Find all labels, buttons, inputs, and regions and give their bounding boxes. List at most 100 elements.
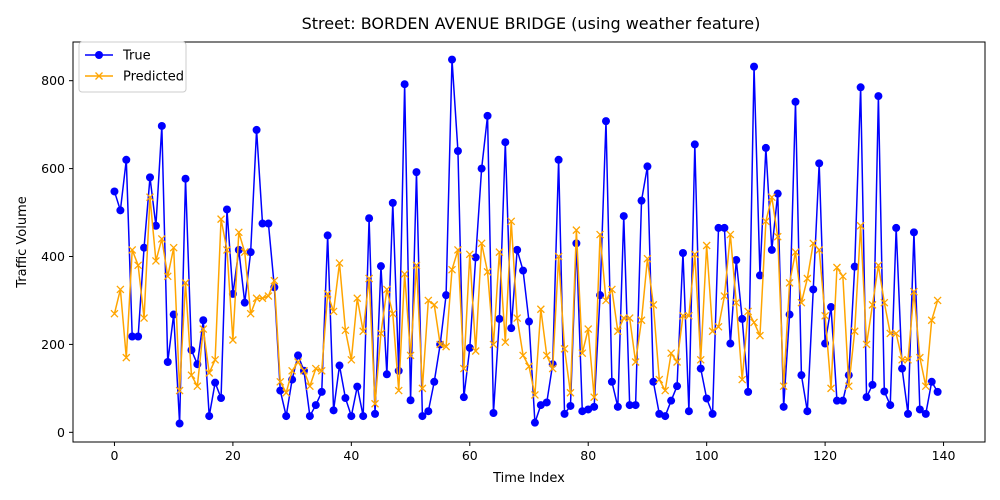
data-point-predicted bbox=[791, 248, 800, 257]
data-point-predicted bbox=[394, 386, 403, 395]
data-point-true bbox=[400, 80, 409, 89]
data-point-true bbox=[809, 285, 818, 294]
data-point-predicted bbox=[412, 261, 421, 270]
data-point-predicted bbox=[536, 305, 545, 314]
data-point-true bbox=[465, 343, 474, 352]
data-point-predicted bbox=[353, 294, 362, 303]
data-point-predicted bbox=[305, 382, 314, 391]
data-point-predicted bbox=[655, 375, 664, 384]
data-point-true bbox=[145, 173, 154, 182]
data-point-true bbox=[661, 412, 670, 421]
data-point-true bbox=[726, 339, 735, 348]
data-point-true bbox=[921, 409, 930, 418]
data-point-predicted bbox=[400, 270, 409, 279]
data-point-true bbox=[276, 386, 285, 395]
data-point-true bbox=[643, 162, 652, 171]
data-point-true bbox=[128, 332, 137, 341]
legend-label-true: True bbox=[122, 49, 151, 64]
data-point-true bbox=[755, 271, 764, 280]
data-point-predicted bbox=[661, 386, 670, 395]
data-point-true bbox=[388, 198, 397, 207]
data-point-true bbox=[483, 111, 492, 120]
x-tick-label: 40 bbox=[343, 448, 359, 463]
data-point-true bbox=[211, 378, 220, 387]
data-point-predicted bbox=[300, 366, 308, 375]
x-tick-label: 120 bbox=[813, 448, 837, 463]
data-point-true bbox=[815, 159, 824, 168]
data-point-true bbox=[767, 245, 776, 254]
data-point-true bbox=[702, 394, 711, 403]
data-point-predicted bbox=[424, 296, 433, 305]
data-point-predicted bbox=[193, 382, 202, 391]
data-point-predicted bbox=[519, 351, 528, 360]
x-tick-label: 0 bbox=[110, 448, 118, 463]
data-point-predicted bbox=[217, 215, 226, 224]
data-point-predicted bbox=[525, 362, 533, 371]
data-point-true bbox=[122, 155, 131, 164]
data-point-predicted bbox=[371, 399, 379, 408]
data-point-predicted bbox=[501, 338, 510, 347]
data-point-predicted bbox=[489, 340, 498, 349]
data-point-true bbox=[110, 187, 119, 196]
data-point-predicted bbox=[779, 382, 788, 391]
series-line-predicted bbox=[113, 196, 939, 405]
data-point-predicted bbox=[252, 294, 261, 303]
data-point-true bbox=[696, 364, 705, 373]
data-point-predicted bbox=[756, 331, 764, 340]
data-point-predicted bbox=[773, 232, 782, 241]
data-point-true bbox=[785, 310, 794, 319]
data-point-predicted bbox=[584, 325, 593, 333]
data-point-predicted bbox=[590, 393, 599, 402]
data-point-predicted bbox=[276, 377, 285, 386]
data-point-predicted bbox=[933, 296, 942, 305]
data-point-predicted bbox=[921, 382, 930, 391]
data-point-true bbox=[720, 223, 729, 232]
data-point-true bbox=[625, 401, 634, 410]
data-point-true bbox=[678, 248, 687, 257]
data-point-true bbox=[294, 351, 303, 360]
data-point-true bbox=[827, 303, 836, 312]
data-point-predicted bbox=[809, 239, 818, 248]
data-point-true bbox=[323, 231, 332, 240]
x-tick-label: 100 bbox=[695, 448, 719, 463]
data-point-predicted bbox=[862, 340, 871, 349]
data-point-true bbox=[862, 393, 871, 402]
data-point-predicted bbox=[465, 250, 474, 259]
axes-frame bbox=[72, 41, 986, 443]
data-point-predicted bbox=[738, 375, 747, 384]
data-point-predicted bbox=[542, 351, 551, 360]
data-point-true bbox=[530, 418, 539, 427]
data-point-true bbox=[234, 245, 243, 254]
data-point-predicted bbox=[122, 353, 131, 362]
y-tick-label: 200 bbox=[41, 337, 65, 352]
data-point-predicted bbox=[838, 272, 847, 281]
data-point-predicted bbox=[513, 314, 522, 323]
data-point-predicted bbox=[246, 309, 255, 318]
data-point-predicted bbox=[927, 316, 936, 325]
data-point-predicted bbox=[874, 261, 883, 270]
series-line-true bbox=[113, 58, 939, 425]
data-point-true bbox=[856, 83, 865, 92]
data-point-predicted bbox=[376, 329, 385, 338]
axis-ticks: 0 20 40 60 80 100 120 140 0 200 400 600 800 bbox=[41, 73, 955, 463]
data-point-predicted bbox=[767, 193, 776, 202]
data-point-true bbox=[880, 387, 889, 396]
data-point-predicted bbox=[785, 278, 794, 287]
data-point-predicted bbox=[128, 245, 137, 254]
data-point-true bbox=[311, 401, 320, 410]
data-point-true bbox=[163, 358, 172, 366]
data-point-predicted bbox=[442, 342, 451, 351]
data-point-true bbox=[566, 401, 575, 410]
data-point-predicted bbox=[234, 228, 243, 237]
data-point-predicted bbox=[856, 221, 865, 230]
data-point-predicted bbox=[382, 285, 391, 294]
data-point-predicted bbox=[613, 327, 622, 336]
data-point-predicted bbox=[803, 274, 812, 283]
data-point-predicted bbox=[566, 388, 575, 397]
data-point-predicted bbox=[637, 316, 646, 325]
y-tick-label: 0 bbox=[57, 425, 65, 440]
data-point-predicted bbox=[619, 314, 628, 323]
data-point-true bbox=[187, 346, 196, 355]
data-point-predicted bbox=[732, 298, 741, 307]
